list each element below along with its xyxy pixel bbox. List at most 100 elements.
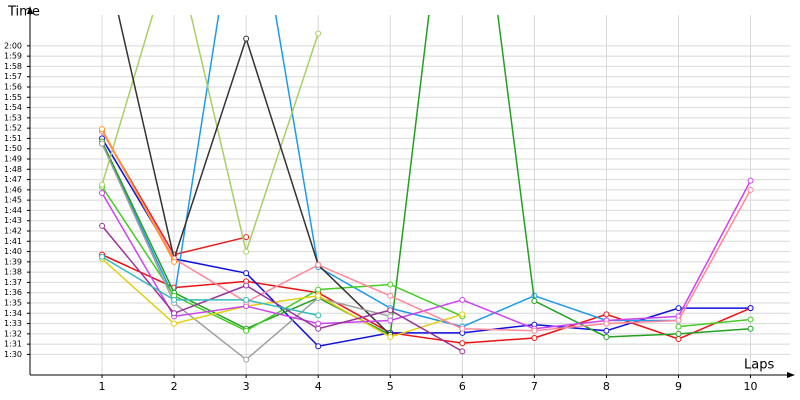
data-point bbox=[99, 253, 106, 260]
plot-area bbox=[99, 15, 754, 363]
data-point bbox=[315, 261, 322, 268]
y-tick-label: 1:58 bbox=[4, 62, 22, 71]
data-point bbox=[459, 348, 466, 355]
y-tick-label: 1:57 bbox=[4, 72, 22, 81]
y-tick-label: 1:44 bbox=[4, 206, 22, 215]
data-point bbox=[747, 305, 754, 312]
data-point bbox=[675, 336, 682, 342]
data-point bbox=[315, 325, 322, 332]
series-line bbox=[101, 180, 752, 330]
data-point bbox=[171, 310, 178, 317]
data-point bbox=[603, 311, 610, 318]
y-tick-label: 1:38 bbox=[4, 268, 22, 277]
y-tick-label: 1:45 bbox=[4, 196, 22, 205]
data-point bbox=[171, 296, 178, 303]
data-point bbox=[243, 270, 250, 277]
series-line bbox=[101, 256, 319, 317]
data-point bbox=[387, 281, 394, 288]
data-point bbox=[243, 248, 250, 255]
data-point bbox=[387, 333, 394, 340]
data-point bbox=[675, 317, 682, 324]
y-tick-label: 1:51 bbox=[4, 134, 22, 143]
data-point bbox=[387, 292, 394, 299]
x-tick-label: 10 bbox=[744, 380, 758, 393]
y-tick-label: 1:40 bbox=[4, 247, 22, 256]
x-tick-label: 1 bbox=[99, 380, 106, 393]
data-point bbox=[675, 330, 682, 337]
data-point bbox=[459, 340, 466, 347]
data-point bbox=[747, 316, 754, 323]
y-tick-label: 1:42 bbox=[4, 227, 22, 236]
data-point bbox=[387, 307, 394, 314]
series-line bbox=[101, 130, 752, 332]
data-point bbox=[387, 317, 394, 324]
y-tick-label: 1:37 bbox=[4, 278, 22, 287]
data-point bbox=[99, 140, 106, 147]
data-point bbox=[459, 296, 466, 303]
data-point bbox=[315, 320, 322, 327]
y-tick-label: 1:48 bbox=[4, 165, 22, 174]
series-line bbox=[101, 258, 463, 338]
data-point bbox=[315, 30, 322, 37]
y-tick-label: 1:53 bbox=[4, 113, 22, 122]
y-tick-label: 1:31 bbox=[4, 340, 22, 349]
data-point bbox=[99, 181, 106, 188]
data-point bbox=[243, 282, 250, 289]
y-axis-label: Time bbox=[7, 5, 40, 20]
x-tick-label: 5 bbox=[387, 380, 394, 393]
data-point bbox=[747, 325, 754, 332]
data-point bbox=[315, 286, 322, 293]
x-tick-label: 9 bbox=[675, 380, 682, 393]
data-point bbox=[315, 312, 322, 319]
data-point bbox=[531, 334, 538, 341]
y-tick-label: 1:34 bbox=[4, 309, 22, 318]
y-tick-label: 1:35 bbox=[4, 299, 22, 308]
x-tick-label: 4 bbox=[315, 380, 322, 393]
y-tick-label: 1:52 bbox=[4, 124, 22, 133]
y-tick-label: 1:30 bbox=[4, 350, 22, 359]
data-point bbox=[243, 35, 250, 42]
data-point bbox=[171, 320, 178, 327]
x-axis-label: Laps bbox=[744, 358, 774, 373]
data-point bbox=[315, 292, 322, 299]
data-point bbox=[99, 126, 106, 133]
x-tick-label: 6 bbox=[459, 380, 466, 393]
y-tick-label: 2:00 bbox=[4, 41, 22, 50]
y-tick-label: 1:47 bbox=[4, 175, 22, 184]
data-point bbox=[243, 327, 250, 334]
x-tick-label: 7 bbox=[531, 380, 538, 393]
data-point bbox=[171, 258, 178, 265]
data-point bbox=[531, 327, 538, 334]
series-line bbox=[101, 138, 751, 348]
data-point bbox=[243, 356, 250, 363]
data-point bbox=[315, 343, 322, 350]
data-point bbox=[459, 325, 466, 332]
y-tick-label: 1:32 bbox=[4, 329, 22, 338]
x-tick-label: 2 bbox=[171, 380, 178, 393]
data-point bbox=[603, 320, 610, 327]
series-line bbox=[101, 128, 175, 263]
y-tick-label: 1:59 bbox=[4, 52, 22, 61]
data-point bbox=[99, 189, 106, 196]
data-point bbox=[603, 333, 610, 340]
data-point bbox=[243, 296, 250, 303]
y-tick-label: 1:55 bbox=[4, 93, 22, 102]
data-point bbox=[747, 177, 754, 184]
y-tick-label: 1:43 bbox=[4, 216, 22, 225]
series-line bbox=[678, 318, 751, 328]
y-tick-label: 1:33 bbox=[4, 319, 22, 328]
y-axis-arrow bbox=[27, 6, 33, 14]
data-point bbox=[531, 297, 538, 304]
x-tick-label: 3 bbox=[243, 380, 250, 393]
data-point bbox=[243, 234, 250, 241]
y-tick-label: 1:49 bbox=[4, 155, 22, 164]
y-tick-label: 1:36 bbox=[4, 288, 22, 297]
data-point bbox=[675, 323, 682, 330]
y-tick-label: 1:54 bbox=[4, 103, 22, 112]
data-point bbox=[99, 222, 106, 229]
x-tick-label: 8 bbox=[603, 380, 610, 393]
data-point bbox=[675, 305, 682, 312]
y-tick-label: 1:50 bbox=[4, 144, 22, 153]
